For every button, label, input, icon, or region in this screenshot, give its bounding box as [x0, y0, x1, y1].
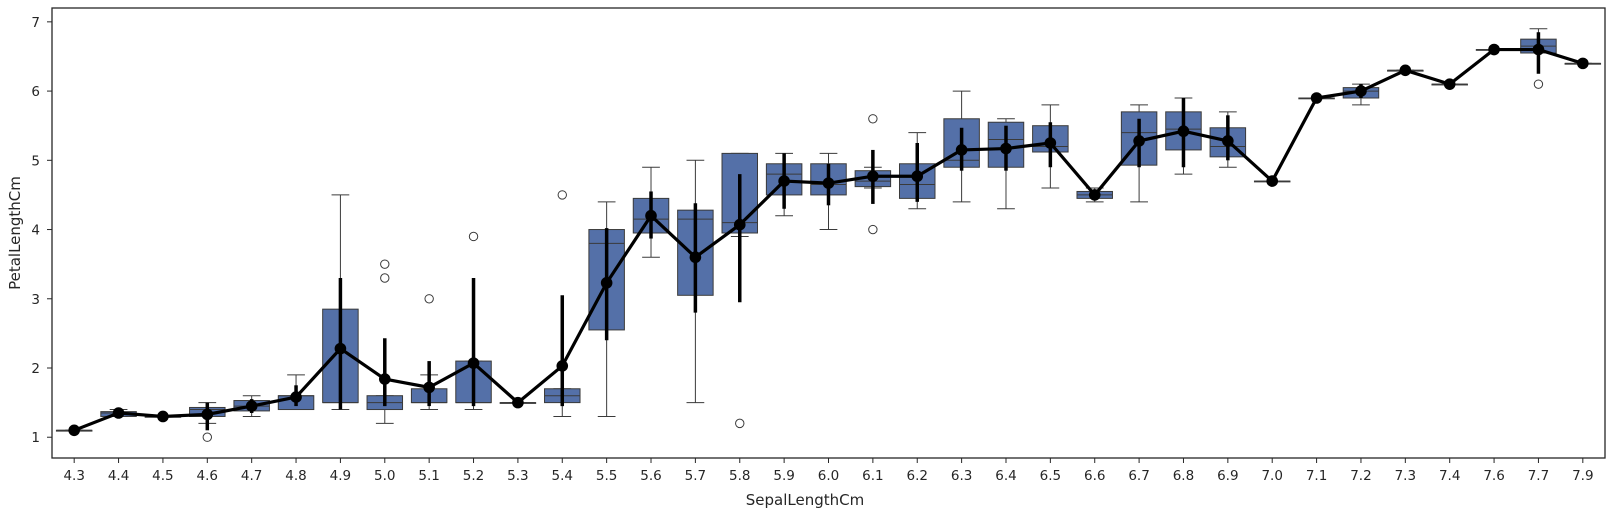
- mean-point: [1577, 57, 1589, 70]
- box-layer: [55, 28, 1602, 442]
- outlier-point: [380, 273, 390, 283]
- x-tick-label: 6.8: [1173, 468, 1194, 484]
- x-tick-label: 5.4: [552, 468, 573, 484]
- x-axis-label: SepalLengthCm: [746, 491, 864, 509]
- x-tick-label: 6.7: [1128, 468, 1149, 484]
- mean-point: [600, 277, 613, 289]
- y-tick-label: 2: [31, 361, 40, 377]
- outlier-point: [380, 259, 390, 269]
- point-layer: [68, 32, 1589, 437]
- mean-point: [290, 391, 302, 403]
- x-tick-label: 4.9: [330, 468, 351, 484]
- x-tick-label: 7.6: [1483, 468, 1504, 484]
- x-tick-label: 7.7: [1528, 468, 1549, 484]
- mean-point: [157, 410, 169, 423]
- y-tick-label: 6: [31, 84, 40, 100]
- y-tick-label: 3: [31, 292, 40, 308]
- y-ticks: 1 2 3 4 5 6 7: [31, 15, 52, 446]
- outlier-point: [424, 294, 434, 304]
- mean-point: [1000, 142, 1012, 155]
- x-tick-label: 6.1: [862, 468, 883, 484]
- x-tick-label: 7.3: [1395, 468, 1416, 484]
- outlier-point: [468, 231, 479, 242]
- mean-point: [112, 407, 125, 419]
- x-tick-label: 6.4: [995, 468, 1016, 484]
- mean-point: [1088, 189, 1101, 201]
- mean-point: [778, 175, 790, 187]
- x-tick-label: 4.6: [197, 468, 218, 484]
- x-tick-label: 4.3: [63, 468, 84, 484]
- mean-point: [1266, 175, 1279, 187]
- x-tick-label: 5.0: [374, 468, 395, 484]
- x-tick-label: 6.6: [1084, 468, 1105, 484]
- mean-point: [1532, 43, 1545, 56]
- x-tick-label: 6.3: [951, 468, 972, 484]
- mean-point: [556, 360, 569, 372]
- mean-line: [73, 47, 1584, 432]
- mean-point: [955, 144, 968, 156]
- x-tick-label: 6.9: [1217, 468, 1238, 484]
- mean-point: [512, 396, 524, 409]
- mean-point: [1222, 135, 1234, 147]
- mean-point: [1133, 135, 1145, 147]
- mean-point: [1443, 78, 1456, 90]
- y-tick-label: 4: [31, 223, 40, 239]
- x-tick-label: 7.0: [1261, 468, 1282, 484]
- mean-point: [1488, 43, 1500, 56]
- mean-point: [245, 400, 258, 412]
- x-tick-label: 5.5: [596, 468, 617, 484]
- y-tick-label: 1: [31, 430, 40, 446]
- x-tick-label: 5.7: [685, 468, 706, 484]
- x-tick-label: 4.5: [152, 468, 173, 484]
- y-axis-label: PetalLengthCm: [6, 176, 24, 290]
- mean-point: [911, 170, 924, 183]
- mean-point: [1310, 92, 1323, 104]
- mean-point: [68, 424, 80, 437]
- x-tick-label: 7.2: [1350, 468, 1371, 484]
- outlier-point: [557, 190, 567, 200]
- mean-point: [334, 342, 347, 355]
- mean-point: [1399, 64, 1412, 77]
- outlier-point: [1533, 79, 1544, 89]
- mean-point: [423, 381, 435, 394]
- x-tick-label: 5.1: [418, 468, 439, 484]
- mean-point: [467, 357, 480, 369]
- outlier-point: [735, 418, 745, 429]
- mean-point: [733, 218, 746, 231]
- x-tick-label: 4.7: [241, 468, 262, 484]
- y-tick-label: 5: [31, 153, 40, 169]
- x-tick-label: 7.1: [1306, 468, 1327, 484]
- x-tick-label: 5.2: [463, 468, 484, 484]
- x-tick-label: 6.5: [1040, 468, 1061, 484]
- mean-point: [201, 408, 214, 421]
- mean-point: [378, 373, 391, 385]
- mean-point: [689, 251, 702, 264]
- x-tick-label: 4.4: [108, 468, 129, 484]
- plot-frame: [51, 7, 1606, 459]
- mean-point: [1355, 85, 1367, 97]
- x-tick-label: 6.2: [907, 468, 928, 484]
- x-tick-label: 6.0: [818, 468, 839, 484]
- mean-point: [1177, 125, 1190, 138]
- mean-point: [867, 170, 879, 183]
- y-tick-label: 7: [31, 15, 40, 31]
- x-tick-label: 5.9: [773, 468, 794, 484]
- mean-point: [1044, 137, 1057, 149]
- x-tick-label: 7.9: [1572, 468, 1593, 484]
- x-tick-label: 7.4: [1439, 468, 1460, 484]
- x-tick-label: 5.3: [507, 468, 528, 484]
- x-ticks: 4.3 4.4 4.5 4.6 4.7 4.8 4.9 5.0 5.1 5.2 5.3 5.4 5.5 5…: [63, 458, 1594, 484]
- outlier-point: [868, 114, 878, 124]
- x-tick-label: 4.8: [285, 468, 306, 484]
- x-tick-label: 5.6: [640, 468, 661, 484]
- outlier-point: [202, 432, 213, 442]
- x-tick-label: 5.8: [729, 468, 750, 484]
- mean-point: [645, 209, 657, 222]
- outlier-point: [868, 224, 878, 235]
- mean-point: [822, 177, 835, 189]
